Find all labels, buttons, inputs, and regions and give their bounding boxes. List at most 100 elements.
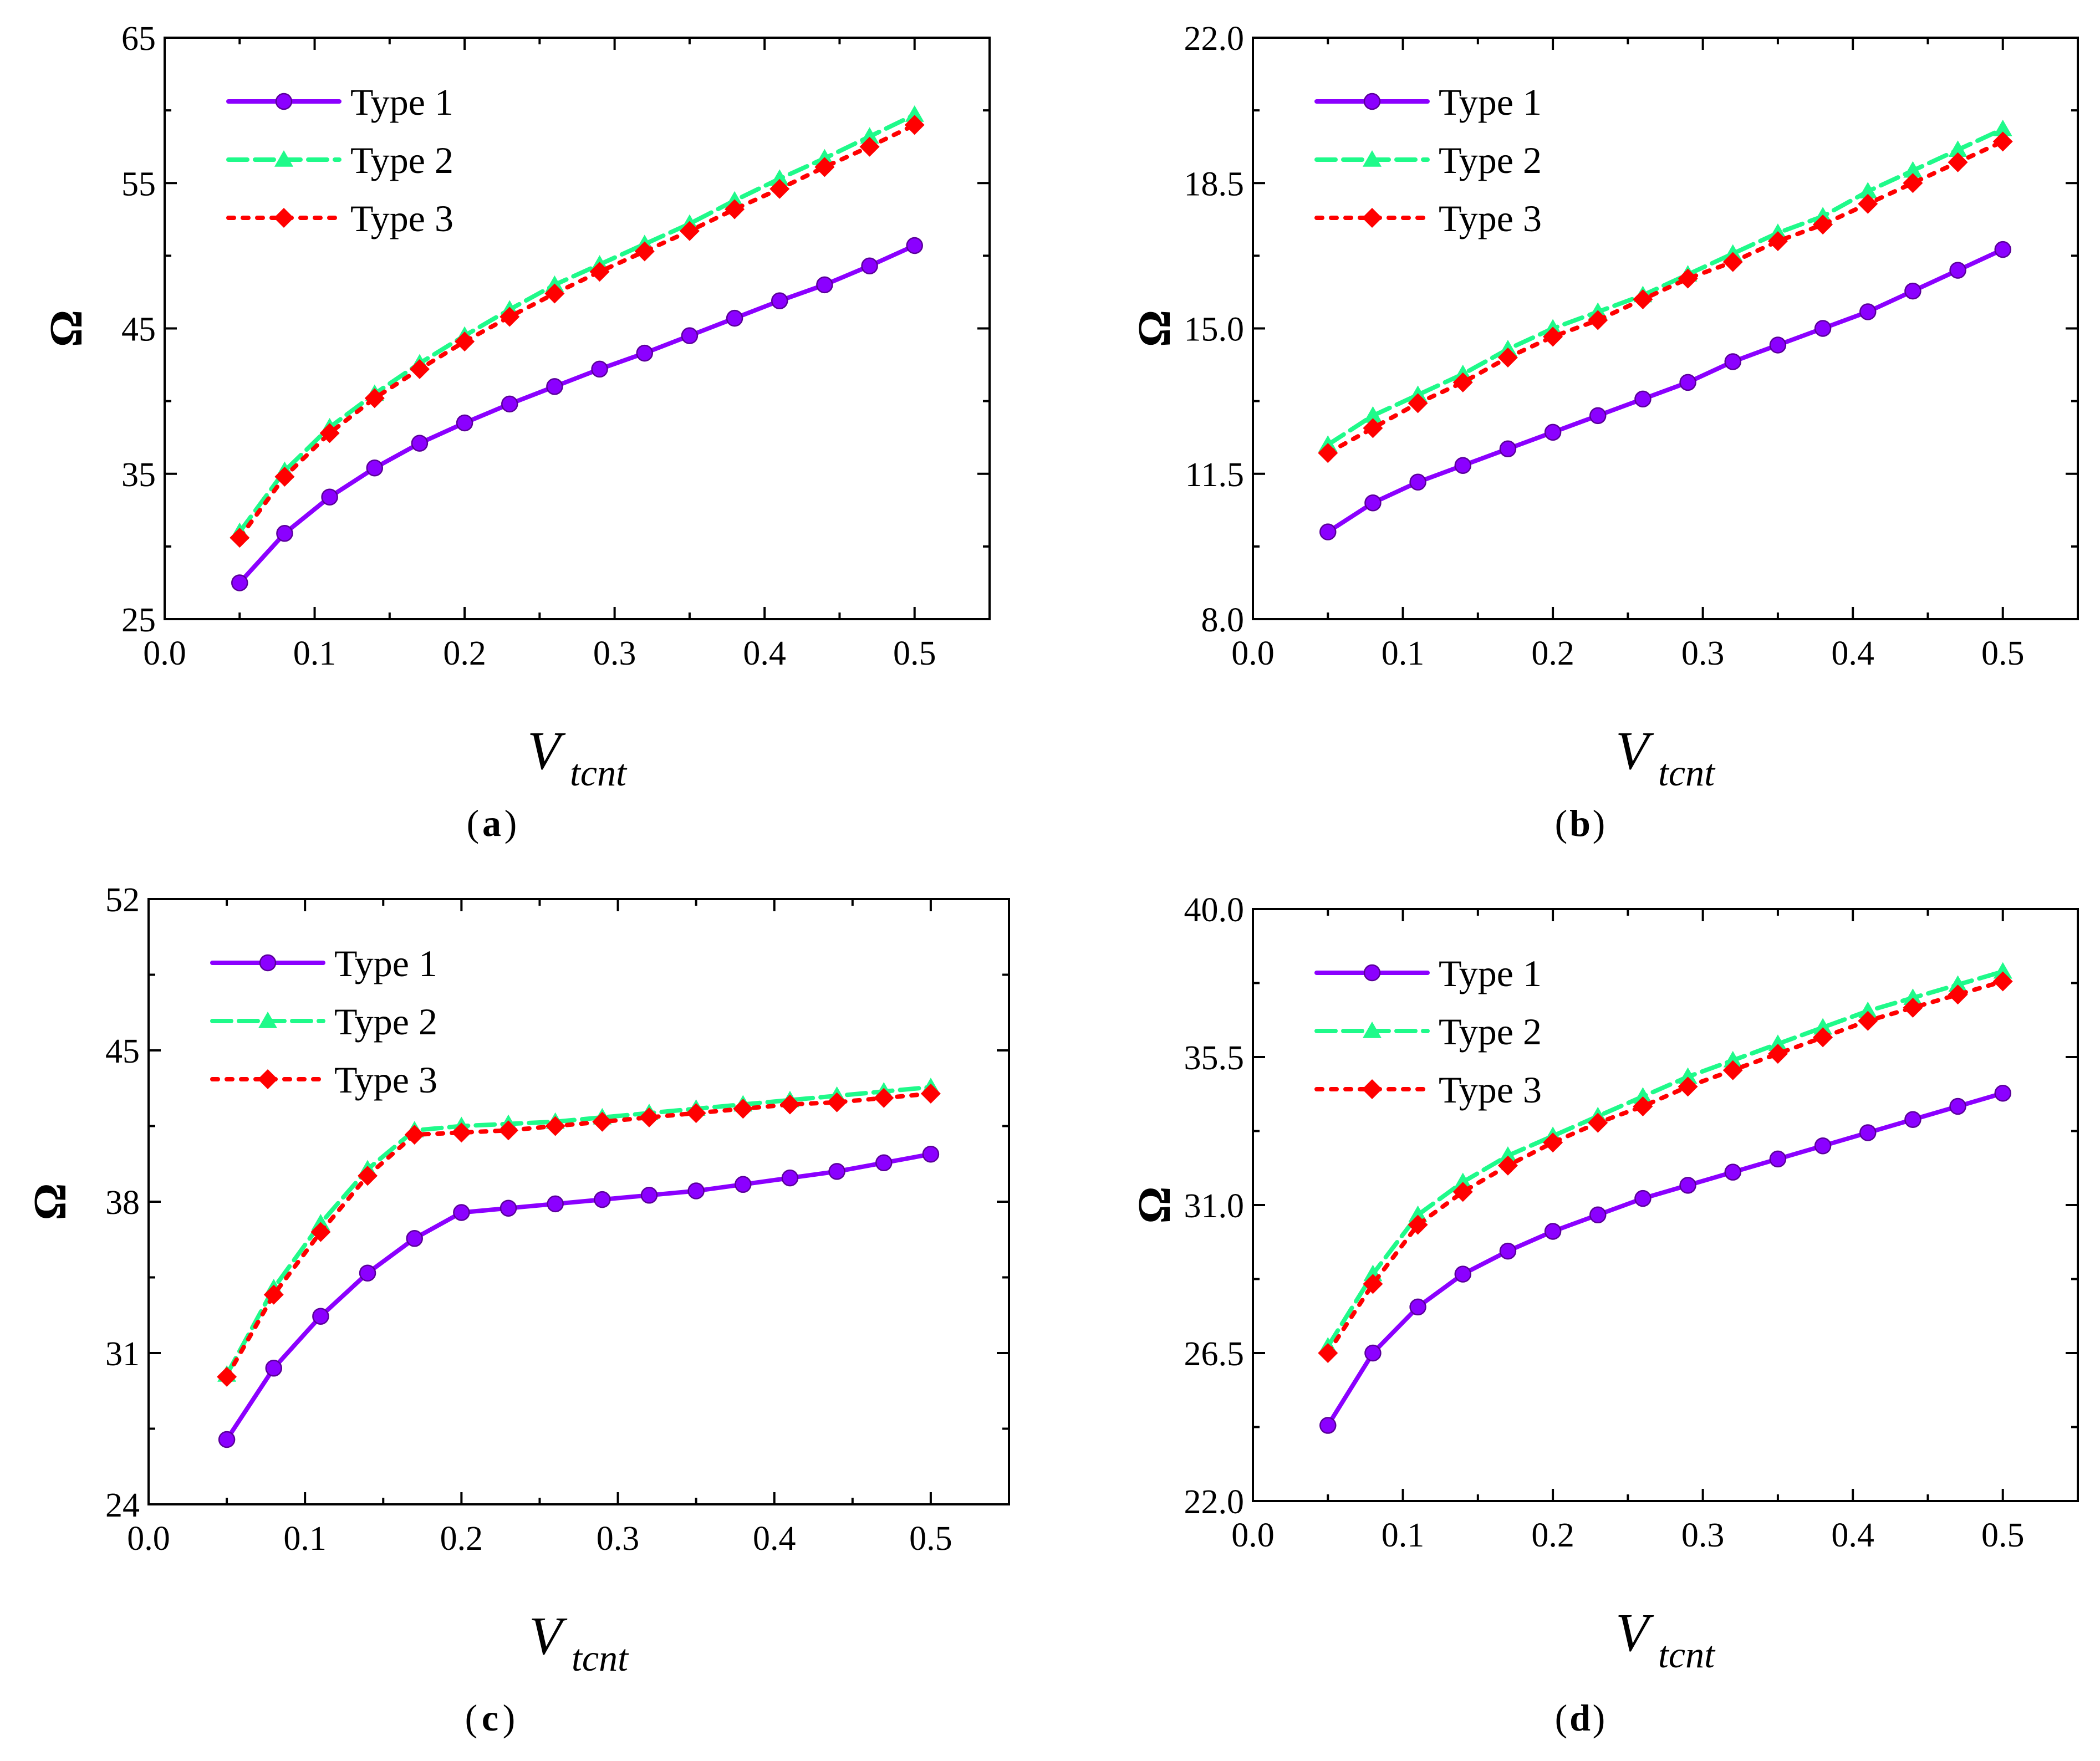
- data-point-type-3: [1408, 393, 1428, 414]
- data-point-type-2: [1993, 962, 2012, 979]
- legend-marker-type-1: [1363, 93, 1381, 110]
- data-point-type-3: [1948, 152, 1968, 172]
- series-line-type-3: [237, 122, 917, 540]
- data-point-type-3: [1633, 1096, 1653, 1116]
- series-line-type-3: [1326, 139, 2005, 456]
- y-tick-label: 24: [105, 1487, 140, 1524]
- y-tick-label: 8.0: [1201, 601, 1245, 639]
- legend-marker-type-3: [258, 1069, 278, 1089]
- x-tick-label: 0.3: [593, 635, 636, 672]
- data-point-type-1: [1544, 1223, 1562, 1240]
- legend-label: Type 1: [334, 942, 437, 984]
- data-point-type-1: [681, 327, 699, 344]
- x-tick-label: 0.5: [909, 1520, 952, 1558]
- x-tick-label: 0.2: [1531, 635, 1574, 672]
- data-point-type-2: [1498, 1146, 1517, 1163]
- data-point-type-1: [636, 344, 653, 362]
- data-point-type-3: [263, 1284, 284, 1305]
- data-point-type-3: [358, 1166, 378, 1186]
- y-tick-label: 15.0: [1184, 311, 1245, 349]
- data-point-type-3: [1363, 1274, 1383, 1294]
- data-point-type-1: [1499, 1242, 1517, 1260]
- legend-label: Type 2: [1439, 1010, 1542, 1053]
- x-tick-label: 0.4: [1831, 635, 1874, 672]
- data-point-type-2: [1633, 1087, 1653, 1104]
- data-point-type-3: [779, 1094, 800, 1115]
- x-tick-label: 0.1: [293, 635, 337, 672]
- data-point-type-3: [230, 528, 250, 548]
- data-point-type-1: [735, 1176, 752, 1193]
- data-point-type-3: [1858, 1010, 1878, 1031]
- x-tick-label: 0.1: [1382, 1517, 1425, 1554]
- data-point-type-1: [906, 237, 923, 254]
- x-tick-label: 0.3: [1681, 635, 1725, 672]
- data-point-type-1: [922, 1145, 940, 1163]
- data-point-type-1: [359, 1264, 376, 1282]
- panel-caption-letter: c: [482, 1697, 498, 1739]
- data-point-type-3: [814, 157, 835, 177]
- data-point-type-1: [1364, 1344, 1382, 1362]
- legend-label: Type 3: [1439, 1069, 1542, 1111]
- data-point-type-3: [589, 262, 610, 282]
- data-point-type-3: [1767, 231, 1788, 252]
- data-point-type-1: [726, 309, 743, 327]
- series-line-type-2: [225, 1085, 933, 1377]
- y-tick-label: 18.5: [1184, 165, 1245, 203]
- x-tick-label: 0.0: [1231, 1517, 1275, 1554]
- data-point-type-1: [591, 360, 608, 378]
- data-point-type-1: [1679, 1177, 1696, 1194]
- legend-label: Type 1: [1439, 81, 1542, 123]
- x-tick-label: 0.5: [1981, 1517, 2025, 1554]
- panel-caption-letter: d: [1569, 1697, 1591, 1739]
- data-point-type-2: [1858, 1001, 1878, 1018]
- data-point-type-3: [1903, 173, 1923, 193]
- data-point-type-3: [827, 1092, 847, 1112]
- data-point-type-3: [1318, 443, 1338, 463]
- data-point-type-1: [1679, 374, 1696, 391]
- data-point-type-3: [409, 359, 430, 379]
- x-tick-label: 0.3: [1681, 1517, 1725, 1554]
- data-point-type-3: [364, 388, 385, 409]
- data-point-type-3: [451, 1122, 472, 1143]
- data-point-type-3: [498, 1120, 519, 1141]
- data-point-type-3: [592, 1111, 613, 1132]
- data-point-type-3: [679, 221, 700, 241]
- series-line-type-2: [1326, 969, 2005, 1349]
- data-point-type-3: [686, 1103, 706, 1124]
- panel-caption-open: (: [465, 1697, 478, 1739]
- panel-caption-open: (: [467, 802, 480, 844]
- data-point-type-3: [1588, 310, 1608, 330]
- series-line-type-3: [225, 1091, 933, 1379]
- data-point-type-1: [499, 1199, 517, 1217]
- series-line-type-1: [1326, 247, 2005, 534]
- x-tick-label: 0.5: [893, 635, 936, 672]
- y-tick-label: 52: [105, 881, 140, 919]
- legend-marker-type-2: [274, 150, 293, 167]
- panel-d: 0.0 0.1 0.2 0.3 0.4 0.5 22.0 26.5 31.0 35.5 40.0 Ω V…: [1129, 891, 2079, 1739]
- data-point-type-1: [321, 488, 338, 506]
- legend-marker-type-2: [1363, 1022, 1382, 1038]
- data-point-type-1: [1634, 390, 1652, 408]
- series-line-type-3: [1326, 979, 2005, 1355]
- data-point-type-2: [1903, 161, 1923, 178]
- data-point-type-2: [1813, 1018, 1833, 1035]
- data-point-type-3: [1813, 215, 1833, 235]
- data-point-type-2: [1363, 406, 1383, 423]
- x-tick-label: 0.5: [1981, 635, 2025, 672]
- x-tick-label: 0.3: [597, 1520, 640, 1558]
- y-tick-label: 11.5: [1185, 456, 1244, 494]
- panel-a: 0.0 0.1 0.2 0.3 0.4 0.5 25 35 45 55 65 Ω V tcnt (a) Typ…: [40, 20, 991, 844]
- x-axis-label-subscript: tcnt: [572, 1637, 629, 1679]
- data-point-type-1: [640, 1187, 658, 1204]
- data-point-type-1: [312, 1308, 329, 1325]
- legend-label: Type 1: [1439, 952, 1542, 994]
- data-point-type-1: [218, 1431, 236, 1448]
- panel-caption-letter: a: [482, 802, 501, 844]
- data-point-type-1: [1949, 1098, 1966, 1115]
- legend-label: Type 1: [350, 81, 453, 123]
- data-point-type-3: [1452, 372, 1473, 392]
- x-axis-label-subscript: tcnt: [1658, 1634, 1716, 1676]
- panel-b: 0.0 0.1 0.2 0.3 0.4 0.5 8.0 11.5 15.0 18.5 22.0 Ω V t…: [1129, 20, 2079, 844]
- data-point-type-3: [639, 1107, 659, 1127]
- data-point-type-2: [1903, 988, 1923, 1005]
